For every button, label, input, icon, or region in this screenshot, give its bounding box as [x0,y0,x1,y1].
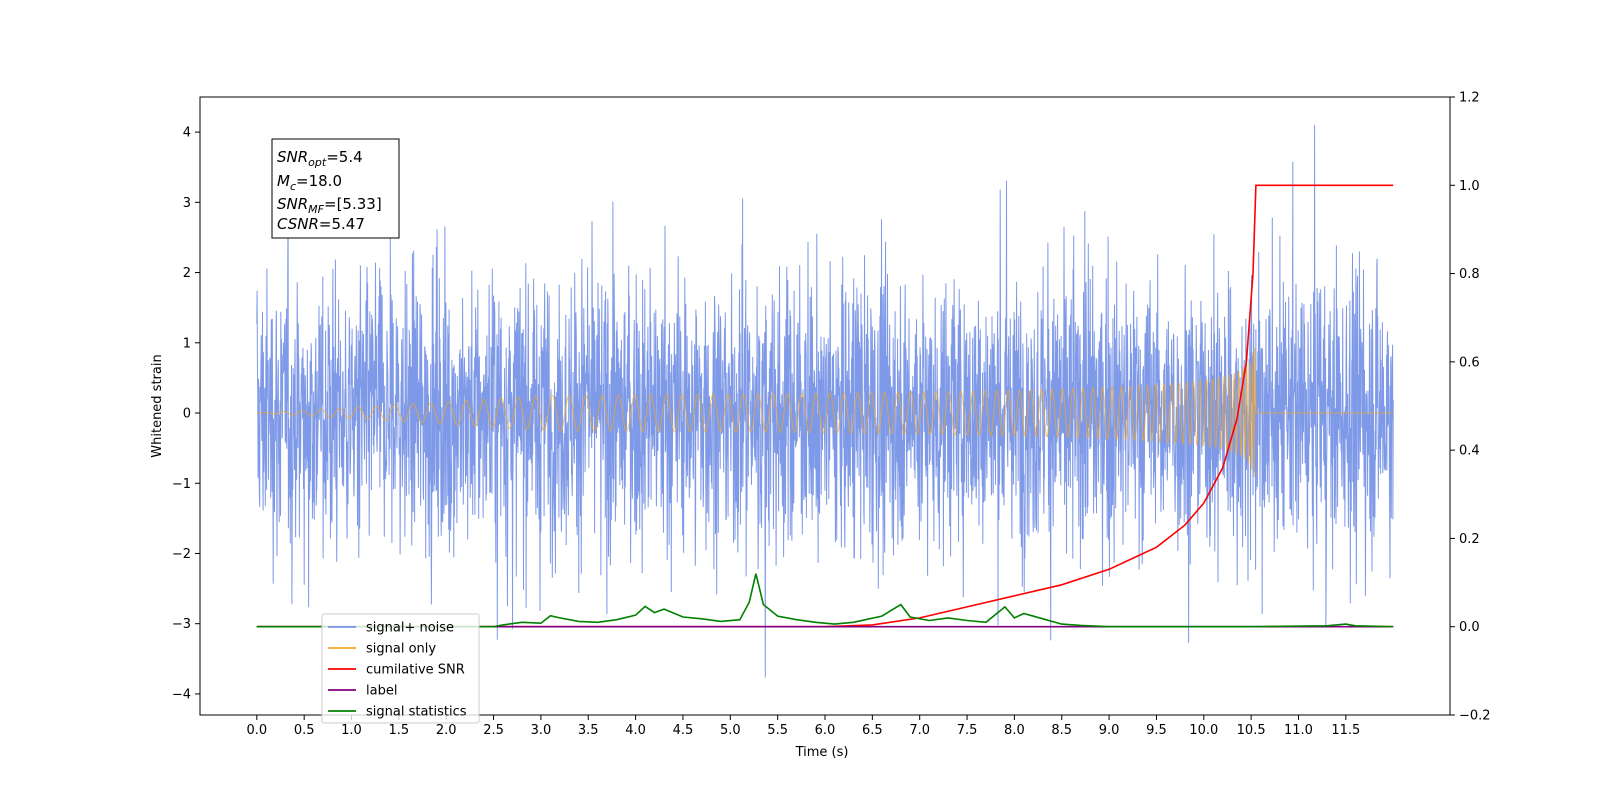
x-tick-label: 2.5 [483,723,504,738]
series-cumulative-snr [256,184,1394,628]
plot-area [256,125,1394,678]
y-right-tick-label: −0.2 [1459,709,1491,724]
y-left-tick-label: −1 [172,477,191,492]
annotation-snr-mf-sub: MF [308,203,324,216]
x-axis-label: Time (s) [795,745,849,760]
x-tick-label: 7.0 [909,723,930,738]
legend-label: signal only [366,642,436,657]
x-tick-label: 5.5 [767,723,788,738]
x-tick-label: 6.0 [815,723,836,738]
annotation-snr-opt: SNRopt=5.4 [277,148,363,169]
annotation-mc-sub: c [290,180,296,193]
x-tick-label: 11.0 [1284,723,1313,738]
y-right-tick-label: 0.2 [1459,532,1480,547]
annotation-mc: Mc=18.0 [277,172,342,193]
x-tick-label: 3.5 [578,723,599,738]
x-tick-label: 9.5 [1146,723,1167,738]
x-tick-label: 10.0 [1189,723,1218,738]
x-tick-label: 7.5 [957,723,978,738]
annotation-snr-opt-name: SNR [277,148,308,166]
x-tick-label: 9.0 [1099,723,1120,738]
x-axis: 0.0 0.5 1.0 1.5 2.0 2.5 3.0 3.5 4.0 4.5 5.0 5.5 6.0 6… [246,715,1360,738]
y-left-tick-label: 2 [183,266,191,281]
annotation-snr-mf-name: SNR [277,195,308,213]
legend-frame [321,613,480,724]
series-signal-only [256,348,1394,478]
annotation-snr-mf: SNRMF=[5.33] [277,195,382,216]
x-tick-label: 4.0 [625,723,646,738]
legend-label: cumilative SNR [366,663,465,678]
x-tick-label: 8.5 [1051,723,1072,738]
y-axis-label: Whitened strain [150,354,165,457]
legend-label: signal statistics [366,705,467,720]
annotation-mc-value: =18.0 [296,172,342,190]
x-tick-label: 5.0 [720,723,741,738]
x-tick-label: 8.0 [1004,723,1025,738]
annotation-box: SNRopt=5.4 Mc=18.0 SNRMF=[5.33] CSNR=5.4… [271,138,400,239]
x-tick-label: 11.5 [1331,723,1360,738]
x-tick-label: 4.5 [673,723,694,738]
y-right-tick-label: 0.0 [1459,620,1480,635]
y-left-tick-label: 4 [183,126,191,141]
annotation-csnr: CSNR=5.47 [277,215,365,233]
x-tick-label: 0.0 [246,723,267,738]
series-signal-noise [256,125,1394,678]
y-left-tick-label: −4 [172,687,191,702]
x-tick-label: 2.0 [436,723,457,738]
y-left-tick-label: 1 [183,336,191,351]
legend-label: label [366,684,397,699]
annotation-frame [271,138,400,239]
annotation-csnr-value: =5.47 [319,215,365,233]
y-left-tick-label: 3 [183,196,191,211]
x-tick-label: 3.0 [531,723,552,738]
y-right-tick-label: 0.4 [1459,444,1480,459]
annotation-snr-mf-value: =[5.33] [324,195,382,213]
y-right-tick-label: 0.8 [1459,267,1480,282]
y-right-tick-label: 1.0 [1459,179,1480,194]
series-signal-statistics [256,573,1394,628]
y-left-tick-label: 0 [183,407,191,422]
y-left-tick-label: −3 [172,617,191,632]
y-axis-left: −4 −3 −2 −1 0 1 2 3 4 [172,126,200,702]
x-tick-label: 1.0 [341,723,362,738]
annotation-snr-opt-value: =5.4 [326,148,362,166]
y-right-tick-label: 0.6 [1459,355,1480,370]
y-axis-right: −0.2 0.0 0.2 0.4 0.6 0.8 1.0 1.2 [1450,91,1491,724]
legend-label: signal+ noise [366,621,454,636]
x-tick-label: 6.5 [862,723,883,738]
y-right-tick-label: 1.2 [1459,91,1480,106]
legend: signal+ noise signal only cumilative SNR la… [321,613,480,724]
annotation-csnr-name: CSNR [277,215,319,233]
annotation-snr-opt-sub: opt [308,156,327,169]
x-tick-label: 1.5 [389,723,410,738]
x-tick-label: 0.5 [294,723,315,738]
annotation-mc-name: M [277,172,290,190]
y-left-tick-label: −2 [172,547,191,562]
x-tick-label: 10.5 [1237,723,1266,738]
